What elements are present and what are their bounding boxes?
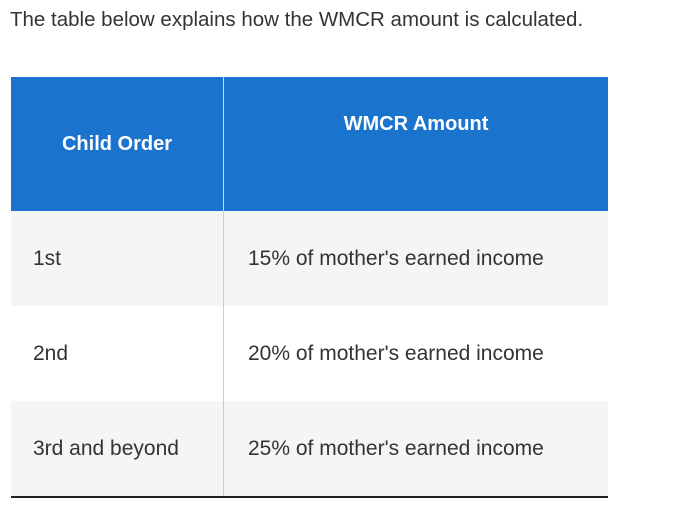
wmcr-table: Child Order WMCR Amount 1st 15% of mothe… xyxy=(11,77,608,498)
cell-child-order: 1st xyxy=(11,211,224,306)
header-wmcr-amount: WMCR Amount xyxy=(223,77,608,211)
header-row: Child Order WMCR Amount xyxy=(11,77,608,211)
cell-wmcr-amount: 15% of mother's earned income xyxy=(223,211,608,306)
cell-child-order: 2nd xyxy=(11,306,224,401)
table-row: 2nd 20% of mother's earned income xyxy=(11,306,608,401)
cell-wmcr-amount: 25% of mother's earned income xyxy=(223,401,608,498)
table-row: 3rd and beyond 25% of mother's earned in… xyxy=(11,401,608,498)
table-row: 1st 15% of mother's earned income xyxy=(11,211,608,306)
cell-wmcr-amount: 20% of mother's earned income xyxy=(223,306,608,401)
intro-text: The table below explains how the WMCR am… xyxy=(10,8,584,31)
cell-child-order: 3rd and beyond xyxy=(11,401,224,498)
header-child-order: Child Order xyxy=(11,77,224,211)
